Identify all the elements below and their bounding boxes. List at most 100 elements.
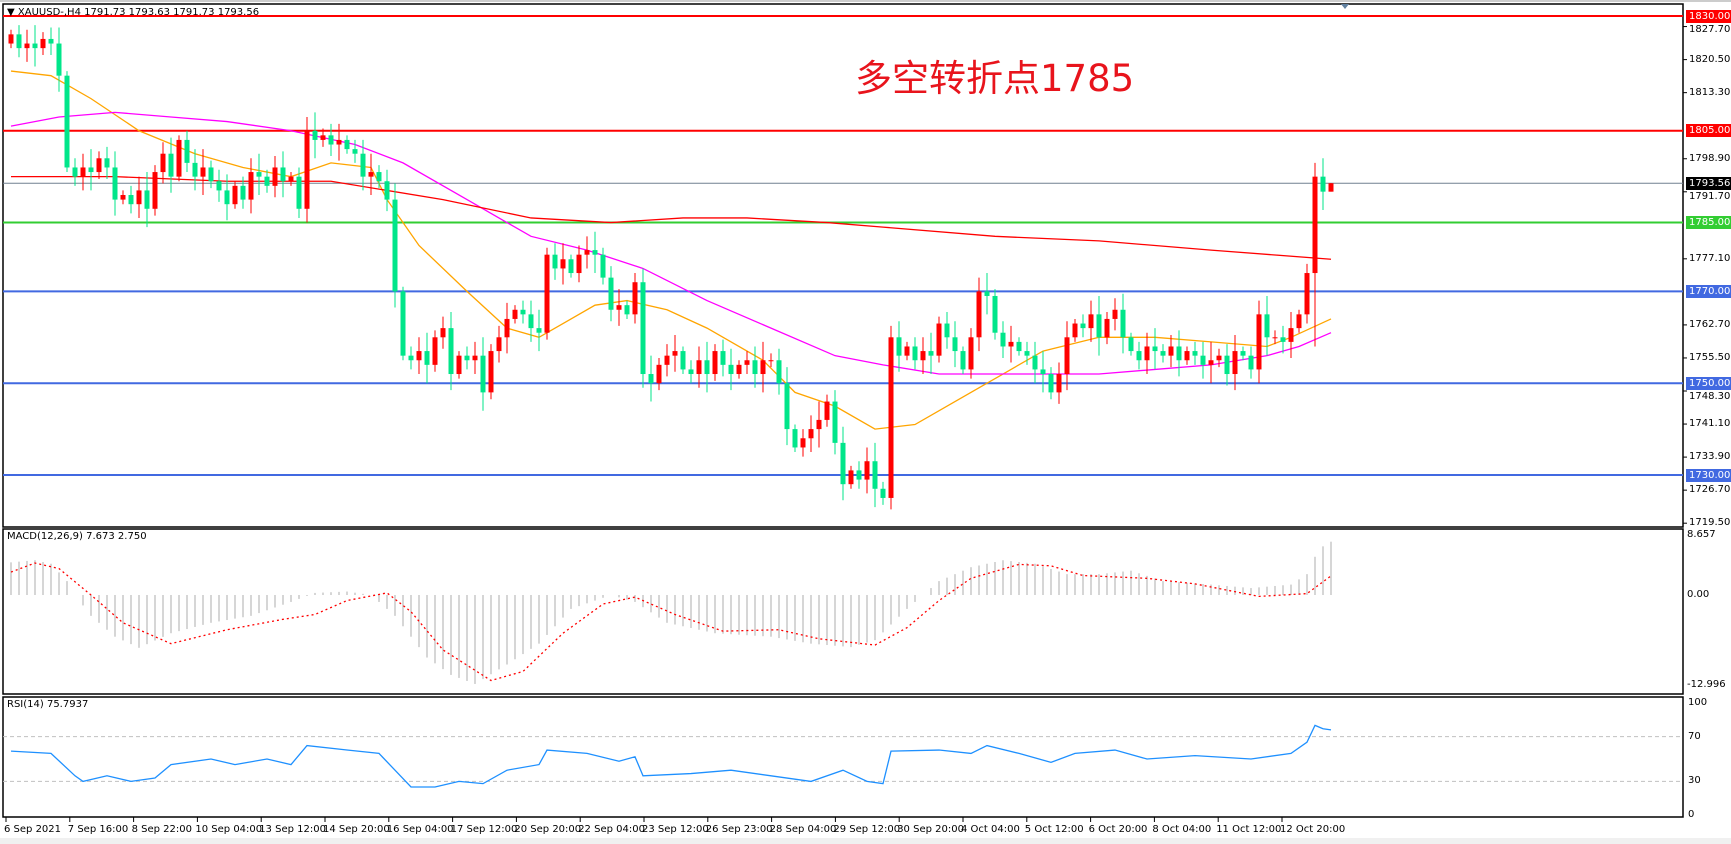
candle-body [272,167,278,186]
candle-body [896,337,902,356]
candle-body [1000,332,1006,347]
candle-body [592,250,598,255]
candle-body [1296,314,1302,329]
candle-body [1184,351,1190,361]
time-axis-label: 29 Sep 12:00 [833,824,901,835]
candle-body [472,355,478,361]
candle-body [816,419,822,430]
price-axis-label: 1719.50 [1689,517,1731,529]
candle-body [1208,360,1214,365]
candle-body [1312,176,1318,274]
candle-body [1024,351,1030,356]
candle-body [40,38,46,49]
candle-body [144,190,150,209]
candle-body [296,176,302,209]
candle-body [600,254,606,278]
candle-body [320,135,326,140]
price-axis-label: 1798.90 [1689,152,1731,164]
candle-body [328,135,334,145]
candle-body [1328,183,1334,192]
candle-body [1056,374,1062,393]
candle-body [848,470,854,485]
price-panel [2,3,1684,528]
candle-body [1120,309,1126,338]
rsi-axis-label: 0 [1688,809,1695,820]
price-axis-label: 1748.30 [1689,391,1731,403]
candle-body [1304,273,1310,315]
level-price-tag: 1793.56 [1686,176,1731,190]
candle-body [232,185,238,205]
level-price-tag: 1805.00 [1686,124,1731,138]
candle-body [24,43,30,49]
time-axis-label: 8 Oct 04:00 [1152,824,1212,835]
candle-body [992,295,998,333]
time-axis-label: 30 Sep 20:00 [897,824,964,835]
candle-body [64,75,70,168]
candle-body [352,149,358,154]
time-axis-label: 10 Sep 04:00 [195,824,263,835]
rsi-label: RSI(14) 75.7937 [7,699,89,710]
macd-signal-line [10,562,1332,682]
time-axis-label: 6 Sep 2021 [4,824,62,835]
candle-body [744,360,750,365]
candle-body [464,355,470,361]
candle-body [160,153,166,173]
candle-body [872,461,878,489]
time-axis-label: 11 Oct 12:00 [1216,824,1282,835]
candle-body [1144,346,1150,361]
candle-body [48,38,54,44]
candle-body [216,181,222,191]
candle-body [1200,355,1206,365]
macd-label: MACD(12,26,9) 7.673 2.750 [7,531,147,542]
candle-body [376,172,382,182]
status-strip [0,838,1731,844]
candle-body [384,181,390,200]
time-axis-label: 8 Sep 22:00 [131,824,192,835]
candle-body [728,364,734,375]
candle-body [432,337,438,365]
candle-body [736,364,742,375]
collapse-triangle-icon[interactable]: ▼ [7,7,15,18]
candle-body [648,374,654,384]
candle-body [336,139,342,145]
candle-body [208,167,214,182]
moving-average-red [11,175,1332,260]
candle-body [424,351,430,365]
candle-body [72,167,78,177]
candle-body [1192,351,1198,356]
candle-body [112,167,118,200]
candle-body [1264,314,1270,338]
candle-body [1064,337,1070,375]
time-axis-label: 16 Sep 04:00 [386,824,454,835]
price-axis-label: 1791.70 [1689,191,1731,203]
candle-body [920,351,926,361]
annotation-text: 多空转折点1785 [855,57,1135,100]
candle-body [1224,355,1230,375]
candle-body [704,360,710,375]
candle-body [168,153,174,177]
price-axis-label: 1777.10 [1689,252,1731,264]
candle-body [616,305,622,310]
candle-body [520,309,526,315]
level-price-tag: 1830.00 [1686,9,1731,23]
price-axis-label: 1733.90 [1689,451,1731,463]
candle-body [1096,314,1102,338]
candle-body [224,190,230,205]
candle-body [1216,355,1222,361]
time-axis-label: 14 Sep 20:00 [323,824,390,835]
candle-body [312,130,318,140]
time-axis-label: 23 Sep 12:00 [642,824,709,835]
candle-body [1072,323,1078,338]
candle-body [776,360,782,384]
candle-body [680,351,686,370]
candle-body [120,195,126,200]
candle-body [880,488,886,498]
candle-body [256,172,262,177]
candle-body [928,351,934,356]
candle-body [392,199,398,292]
candle-body [8,34,14,44]
candle-body [544,254,550,333]
candle-body [832,401,838,443]
candle-body [80,167,86,177]
